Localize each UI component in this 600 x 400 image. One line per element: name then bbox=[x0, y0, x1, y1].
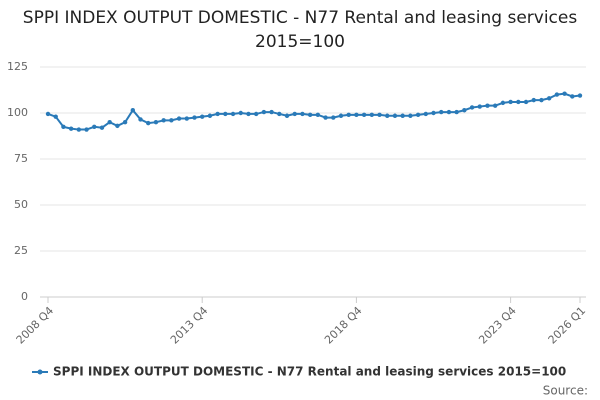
data-point bbox=[130, 108, 136, 113]
data-point bbox=[284, 113, 290, 118]
data-point bbox=[315, 112, 321, 118]
chart-title: SPPI INDEX OUTPUT DOMESTIC - N77 Rental … bbox=[22, 8, 578, 52]
data-point bbox=[223, 111, 228, 117]
data-point bbox=[500, 100, 506, 106]
data-point bbox=[277, 111, 282, 117]
data-point bbox=[207, 113, 213, 118]
data-point bbox=[446, 109, 452, 115]
data-point bbox=[385, 113, 390, 118]
data-point bbox=[146, 120, 151, 126]
data-point bbox=[84, 127, 89, 132]
data-point bbox=[485, 103, 490, 108]
data-point bbox=[361, 112, 367, 118]
x-tick-label: 2018 Q4 bbox=[322, 304, 365, 347]
data-point bbox=[570, 94, 575, 99]
data-point bbox=[346, 112, 351, 118]
data-point bbox=[261, 109, 267, 115]
data-point bbox=[338, 113, 344, 118]
series-line bbox=[47, 92, 581, 131]
data-point bbox=[246, 111, 251, 117]
legend-label: SPPI INDEX OUTPUT DOMESTIC - N77 Rental … bbox=[53, 365, 566, 379]
data-point bbox=[138, 117, 143, 122]
data-point bbox=[539, 97, 544, 103]
legend-marker bbox=[37, 369, 43, 375]
data-point bbox=[431, 110, 436, 116]
data-point bbox=[508, 99, 513, 105]
data-point bbox=[68, 126, 74, 131]
data-point bbox=[377, 112, 382, 118]
y-tick-label: 125 bbox=[7, 60, 28, 73]
data-point bbox=[469, 105, 475, 110]
data-point bbox=[115, 123, 120, 129]
data-point bbox=[400, 113, 405, 118]
x-tick-label: 2013 Q4 bbox=[168, 304, 211, 347]
data-point bbox=[408, 113, 413, 118]
y-tick-label: 50 bbox=[14, 198, 28, 211]
data-point bbox=[192, 115, 197, 120]
data-point bbox=[492, 103, 498, 108]
data-point bbox=[176, 116, 182, 121]
data-point bbox=[439, 109, 444, 115]
y-tick-label: 25 bbox=[14, 244, 28, 257]
data-point bbox=[331, 115, 336, 120]
data-point bbox=[354, 112, 359, 118]
data-point bbox=[300, 111, 305, 117]
data-point bbox=[307, 112, 313, 118]
data-point bbox=[454, 109, 459, 115]
y-tick-label: 75 bbox=[14, 152, 28, 165]
data-point bbox=[554, 92, 560, 97]
y-tick-label: 0 bbox=[21, 290, 28, 303]
data-point bbox=[45, 111, 51, 117]
x-tick-label: 2023 Q4 bbox=[476, 304, 519, 347]
data-point bbox=[423, 111, 428, 117]
data-point bbox=[169, 118, 174, 123]
data-point bbox=[546, 96, 552, 101]
x-tick-label: 2026 Q1 bbox=[546, 304, 589, 347]
data-point bbox=[122, 120, 128, 125]
data-point bbox=[99, 125, 105, 130]
data-point bbox=[477, 104, 482, 109]
data-point bbox=[369, 112, 375, 118]
source: Source: bbox=[543, 384, 588, 398]
data-point bbox=[516, 99, 521, 105]
data-point bbox=[238, 110, 243, 116]
data-point bbox=[92, 124, 97, 129]
data-point bbox=[577, 93, 583, 98]
data-point bbox=[253, 111, 259, 117]
data-point bbox=[415, 112, 421, 118]
data-point bbox=[161, 118, 166, 123]
data-point bbox=[76, 127, 82, 132]
data-point bbox=[107, 120, 112, 125]
data-point bbox=[392, 113, 398, 118]
data-point bbox=[184, 116, 189, 121]
data-point bbox=[200, 114, 205, 119]
y-tick-label: 100 bbox=[7, 106, 28, 119]
data-point bbox=[269, 109, 274, 115]
data-point bbox=[523, 99, 529, 105]
data-point bbox=[323, 115, 328, 120]
data-point bbox=[61, 124, 66, 129]
data-point bbox=[531, 97, 536, 103]
data-point bbox=[215, 111, 220, 117]
data-point bbox=[153, 120, 159, 125]
x-tick-label: 2008 Q4 bbox=[14, 304, 57, 347]
data-point bbox=[53, 114, 58, 119]
data-point bbox=[230, 111, 236, 117]
data-point bbox=[292, 111, 297, 117]
data-point bbox=[562, 91, 567, 96]
data-point bbox=[462, 108, 467, 113]
